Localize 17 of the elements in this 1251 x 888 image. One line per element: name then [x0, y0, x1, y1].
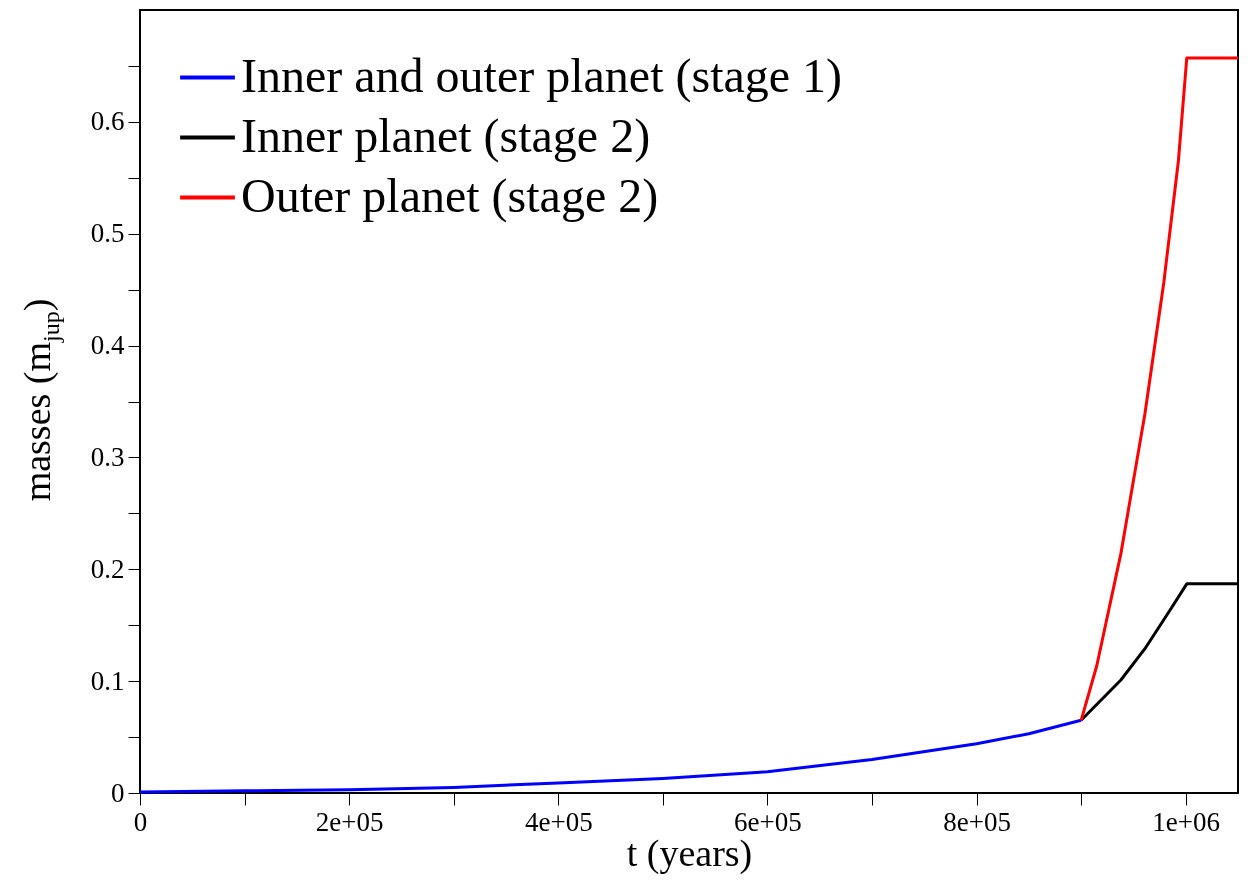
- x-tick-label: 1e+06: [1152, 806, 1221, 837]
- y-tick-label: 0.6: [90, 106, 125, 137]
- x-tick-label: 8e+05: [943, 806, 1011, 837]
- legend-label: Inner planet (stage 2): [241, 108, 651, 163]
- line-series: [138, 718, 1083, 794]
- y-tick-label: 0.4: [90, 330, 125, 361]
- legend-label: Inner and outer planet (stage 1): [241, 48, 843, 103]
- x-tick-label: 0: [133, 806, 148, 837]
- y-tick-label: 0: [111, 777, 125, 808]
- line-series: [1079, 56, 1240, 722]
- y-tick-label: 0.1: [90, 665, 125, 696]
- y-tick-label: 0.3: [90, 441, 125, 472]
- y-tick-label: 0.2: [90, 553, 125, 584]
- x-tick-label: 4e+05: [524, 806, 593, 837]
- legend-label: Outer planet (stage 2): [241, 168, 659, 223]
- x-tick-label: 2e+05: [315, 806, 384, 837]
- y-tick-label: 0.5: [90, 218, 125, 249]
